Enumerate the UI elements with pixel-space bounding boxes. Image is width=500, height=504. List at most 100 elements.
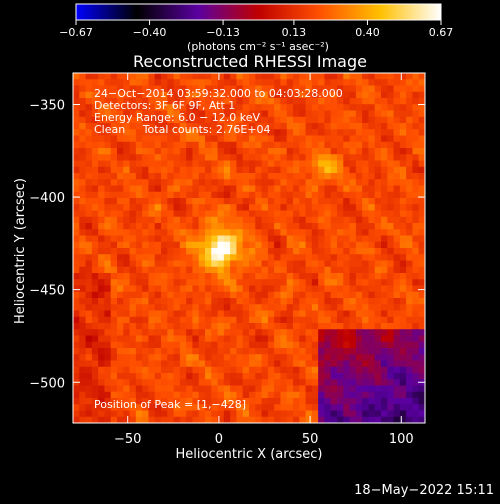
heatmap-cell bbox=[161, 166, 168, 174]
heatmap-cell bbox=[362, 185, 370, 193]
heatmap-cell bbox=[261, 304, 269, 312]
heatmap-cell bbox=[280, 116, 288, 124]
heatmap-cell bbox=[274, 160, 282, 168]
heatmap-cell bbox=[399, 166, 407, 174]
heatmap-cell bbox=[223, 104, 231, 112]
heatmap-cell bbox=[73, 323, 80, 330]
heatmap-cell bbox=[349, 410, 357, 418]
heatmap-cell bbox=[217, 285, 225, 293]
heatmap-cell bbox=[98, 366, 106, 374]
heatmap-cell bbox=[274, 304, 282, 312]
heatmap-cell bbox=[318, 129, 326, 137]
heatmap-cell bbox=[161, 179, 168, 187]
heatmap-cell bbox=[167, 404, 175, 412]
heatmap-cell bbox=[161, 148, 168, 155]
heatmap-cell bbox=[79, 79, 87, 87]
heatmap-cell bbox=[393, 185, 401, 193]
heatmap-cell bbox=[211, 216, 219, 224]
heatmap-cell bbox=[255, 116, 263, 124]
heatmap-cell bbox=[374, 285, 382, 293]
heatmap-cell bbox=[324, 341, 332, 349]
heatmap-cell bbox=[192, 360, 200, 368]
heatmap-cell bbox=[249, 254, 256, 262]
heatmap-cell bbox=[173, 91, 181, 99]
heatmap-cell bbox=[318, 298, 326, 305]
heatmap-cell bbox=[286, 385, 294, 393]
heatmap-cell bbox=[192, 354, 200, 362]
heatmap-cell bbox=[123, 179, 131, 187]
heatmap-cell bbox=[85, 391, 93, 399]
heatmap-cell bbox=[249, 229, 256, 237]
heatmap-cell bbox=[381, 341, 388, 349]
heatmap-cell bbox=[91, 210, 99, 218]
heatmap-cell bbox=[255, 304, 263, 312]
heatmap-cell bbox=[198, 104, 206, 112]
heatmap-cell bbox=[242, 204, 250, 212]
heatmap-cell bbox=[318, 191, 326, 199]
heatmap-cell bbox=[418, 385, 425, 393]
heatmap-cell bbox=[280, 191, 288, 199]
heatmap-cell bbox=[129, 154, 137, 162]
heatmap-cell bbox=[318, 410, 326, 418]
heatmap-cell bbox=[343, 304, 351, 312]
heatmap-cell bbox=[293, 104, 300, 112]
heatmap-cell bbox=[337, 91, 344, 99]
heatmap-cell bbox=[79, 204, 87, 212]
heatmap-cell bbox=[167, 85, 175, 93]
heatmap-cell bbox=[293, 310, 300, 318]
heatmap-cell bbox=[123, 279, 131, 287]
heatmap-cell bbox=[293, 285, 300, 293]
heatmap-cell bbox=[129, 104, 137, 112]
heatmap-cell bbox=[349, 110, 357, 118]
heatmap-cell bbox=[299, 335, 307, 343]
heatmap-cell bbox=[91, 241, 99, 249]
heatmap-cell bbox=[217, 229, 225, 237]
heatmap-cell bbox=[374, 385, 382, 393]
heatmap-cell bbox=[91, 98, 99, 105]
heatmap-cell bbox=[186, 73, 194, 80]
heatmap-cell bbox=[387, 373, 395, 380]
heatmap-cell bbox=[349, 135, 357, 143]
heatmap-cell bbox=[274, 385, 282, 393]
heatmap-cell bbox=[324, 410, 332, 418]
heatmap-cell bbox=[374, 366, 382, 374]
heatmap-cell bbox=[161, 273, 168, 280]
heatmap-cell bbox=[198, 379, 206, 387]
heatmap-cell bbox=[85, 235, 93, 243]
heatmap-cell bbox=[104, 223, 112, 230]
heatmap-cell bbox=[280, 323, 288, 330]
heatmap-cell bbox=[198, 141, 206, 149]
heatmap-cell bbox=[167, 166, 175, 174]
heatmap-cell bbox=[406, 116, 414, 124]
heatmap-cell bbox=[110, 373, 118, 380]
heatmap-cell bbox=[198, 110, 206, 118]
heatmap-cell bbox=[274, 110, 282, 118]
heatmap-cell bbox=[261, 385, 269, 393]
heatmap-cell bbox=[286, 323, 294, 330]
heatmap-cell bbox=[154, 341, 162, 349]
heatmap-cell bbox=[198, 341, 206, 349]
heatmap-cell bbox=[343, 329, 351, 337]
heatmap-cell bbox=[135, 223, 143, 230]
heatmap-cell bbox=[85, 179, 93, 187]
heatmap-cell bbox=[412, 79, 420, 87]
heatmap-cell bbox=[305, 204, 313, 212]
heatmap-cell bbox=[305, 129, 313, 137]
heatmap-cell bbox=[236, 216, 244, 224]
heatmap-cell bbox=[255, 223, 263, 230]
heatmap-cell bbox=[387, 216, 395, 224]
heatmap-cell bbox=[205, 154, 212, 162]
heatmap-cell bbox=[73, 154, 80, 162]
heatmap-cell bbox=[242, 173, 250, 180]
heatmap-cell bbox=[374, 273, 382, 280]
x-axis: −50 0 50 100 bbox=[114, 73, 414, 447]
heatmap-cell bbox=[230, 98, 238, 105]
heatmap-cell bbox=[85, 260, 93, 268]
heatmap-cell bbox=[79, 316, 87, 324]
heatmap-cell bbox=[98, 191, 106, 199]
heatmap-cell bbox=[161, 129, 168, 137]
heatmap-cell bbox=[135, 216, 143, 224]
heatmap-cell bbox=[280, 391, 288, 399]
heatmap-cell bbox=[343, 379, 351, 387]
